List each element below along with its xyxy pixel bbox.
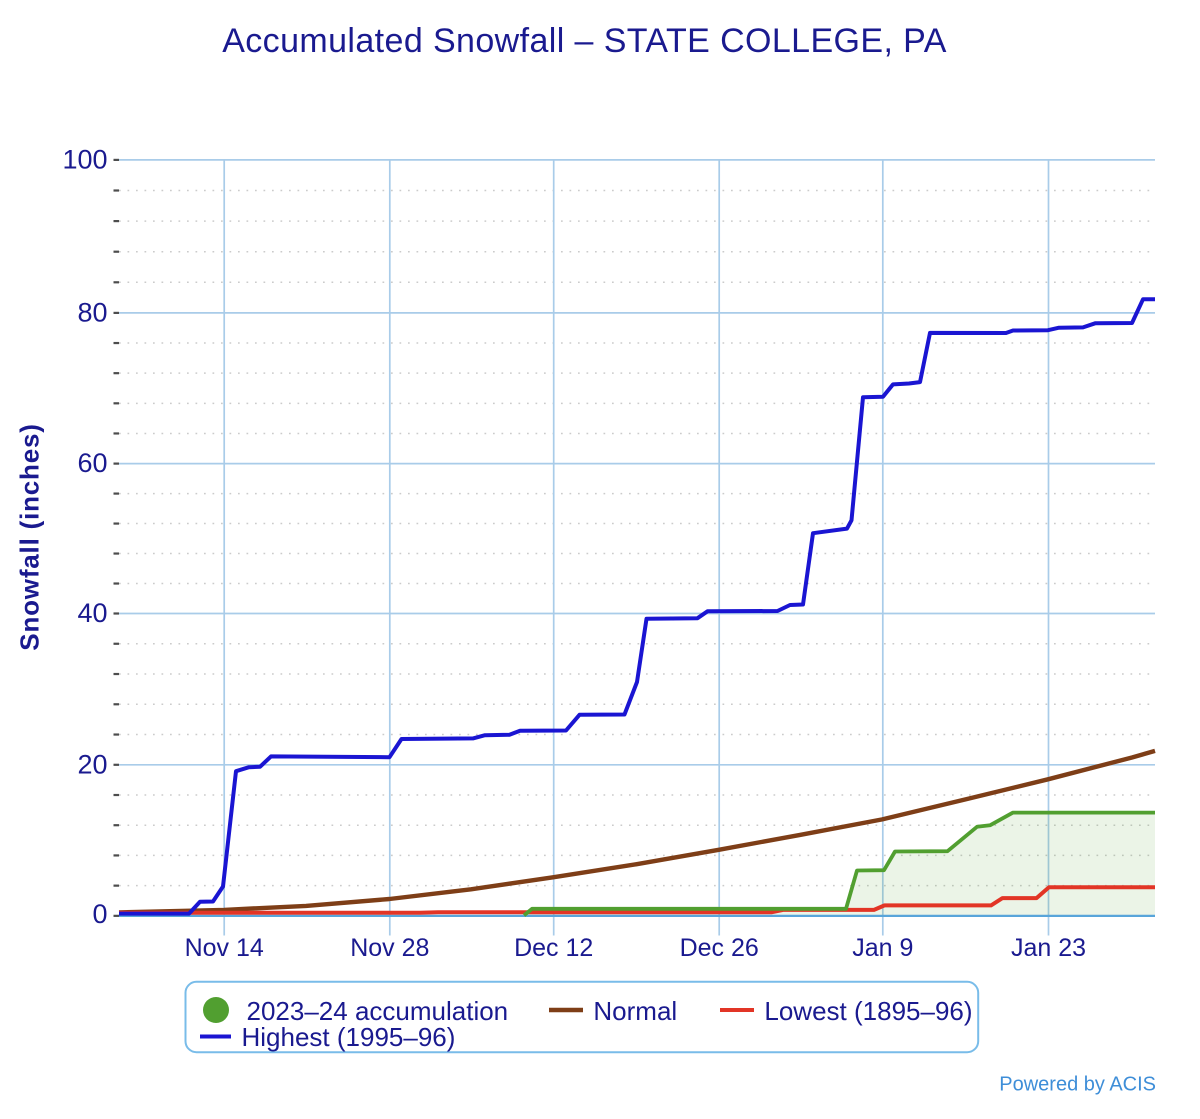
svg-text:40: 40 xyxy=(77,598,107,628)
svg-text:Dec 26: Dec 26 xyxy=(680,934,759,962)
svg-text:Jan 23: Jan 23 xyxy=(1011,934,1086,962)
svg-text:80: 80 xyxy=(77,298,107,328)
svg-text:Nov 28: Nov 28 xyxy=(350,934,429,962)
svg-text:0: 0 xyxy=(92,899,107,929)
svg-text:Accumulated Snowfall – STATE C: Accumulated Snowfall – STATE COLLEGE, PA xyxy=(222,22,947,60)
svg-text:Highest (1995–96): Highest (1995–96) xyxy=(242,1022,456,1052)
svg-text:60: 60 xyxy=(77,448,107,478)
svg-text:Lowest (1895–96): Lowest (1895–96) xyxy=(764,996,972,1026)
svg-text:Powered by ACIS: Powered by ACIS xyxy=(999,1074,1156,1096)
svg-text:2023–24 accumulation: 2023–24 accumulation xyxy=(247,996,509,1026)
svg-text:Dec 12: Dec 12 xyxy=(514,934,593,962)
svg-text:Normal: Normal xyxy=(593,996,677,1026)
svg-text:Jan 9: Jan 9 xyxy=(852,934,913,962)
svg-text:Nov 14: Nov 14 xyxy=(185,934,264,962)
svg-text:100: 100 xyxy=(62,145,107,175)
svg-text:Snowfall (inches): Snowfall (inches) xyxy=(15,423,45,650)
svg-text:20: 20 xyxy=(77,750,107,780)
